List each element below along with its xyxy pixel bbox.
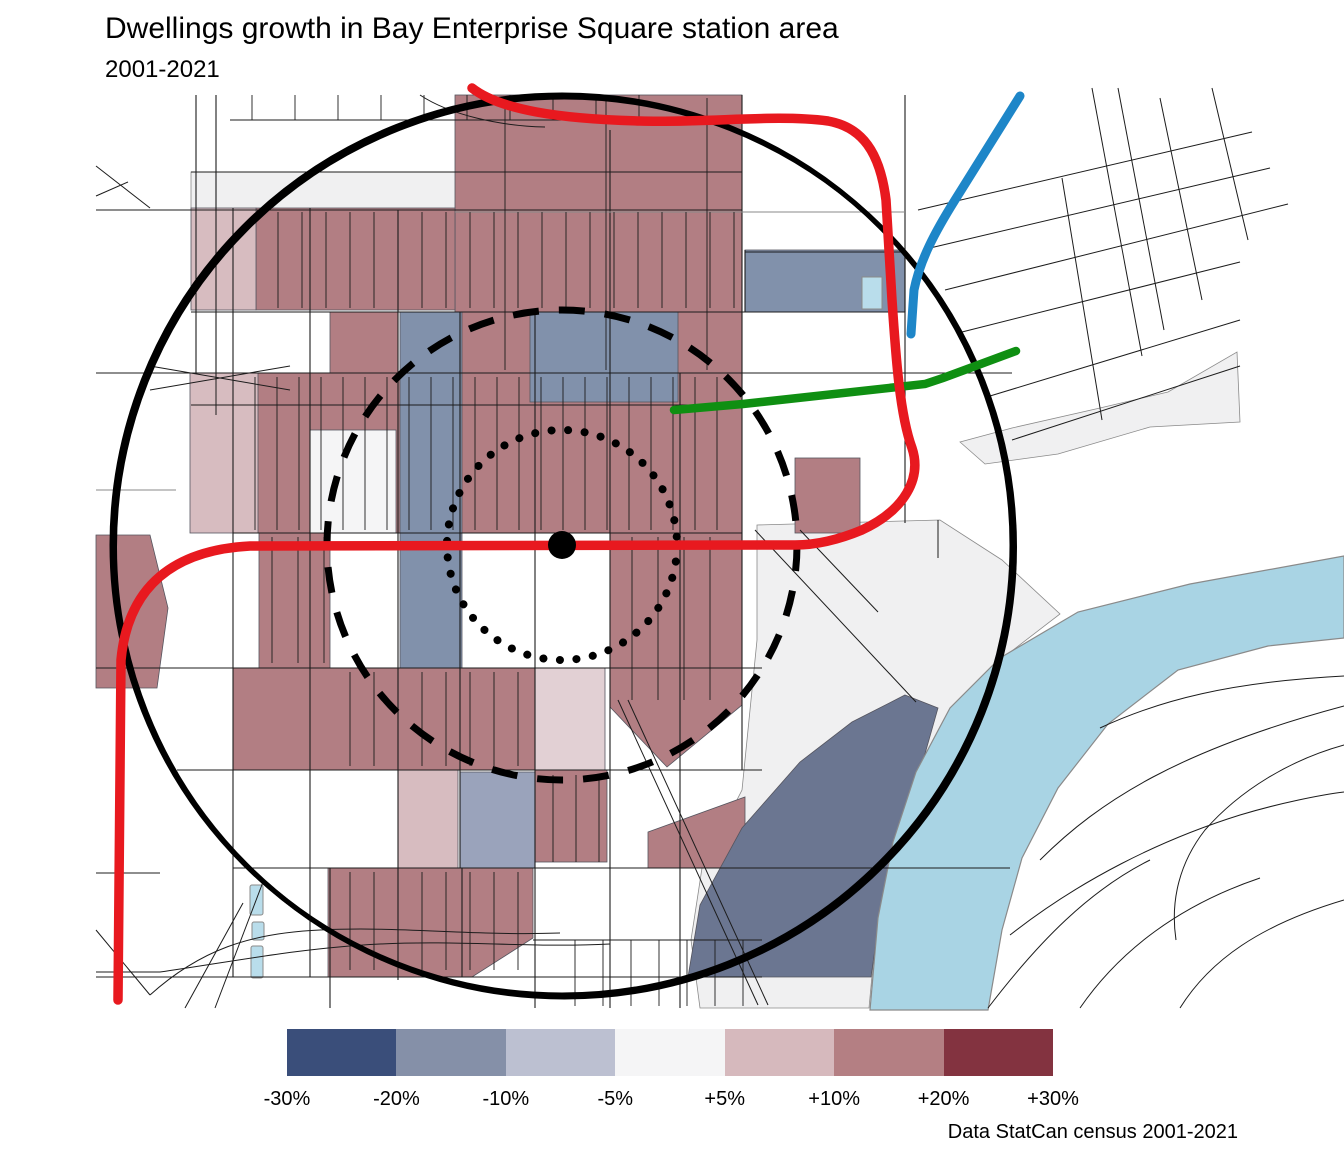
street-line — [961, 261, 1241, 333]
legend-color-swatch — [724, 1029, 835, 1076]
street-line — [214, 881, 264, 1009]
street-curve — [987, 859, 1151, 1009]
street-curve — [1173, 744, 1344, 941]
street-line — [149, 365, 291, 391]
growth-color-legend: -30% -20% -10% -5% +5% +10% +20% +30% — [264, 1029, 1079, 1119]
street-curve — [96, 942, 611, 973]
legend-tick-label: +30% — [1027, 1088, 1079, 1110]
legend-color-swatch — [287, 1029, 397, 1076]
creek-segment — [250, 945, 264, 979]
census-block — [794, 457, 861, 534]
page-subtitle: 2001-2021 — [105, 56, 220, 83]
data-attribution: Data StatCan census 2001-2021 — [947, 1121, 1238, 1143]
legend-tick-label: +20% — [917, 1088, 970, 1110]
census-block — [329, 311, 399, 374]
street-line — [989, 319, 1241, 397]
page-title: Dwellings growth in Bay Enterprise Squar… — [105, 12, 839, 45]
legend-tick-label: -20% — [373, 1088, 420, 1110]
street-line — [1061, 177, 1103, 421]
street-curve — [1009, 791, 1344, 936]
legend-swatch-bar — [287, 1029, 1053, 1076]
legend-color-swatch — [615, 1029, 725, 1076]
census-block — [232, 667, 536, 771]
street-line — [929, 167, 1271, 249]
legend-color-swatch — [943, 1029, 1053, 1076]
street-line — [95, 181, 129, 197]
green-transit-line — [669, 346, 1021, 415]
legend-tick-label: +10% — [808, 1088, 860, 1110]
street-line — [1211, 87, 1249, 241]
street-line — [1159, 97, 1203, 301]
street-line — [1117, 87, 1165, 331]
legend-tick-label: -10% — [482, 1088, 530, 1110]
street-line — [917, 131, 1253, 211]
street-line — [944, 203, 1289, 291]
street-curve — [1039, 705, 1344, 861]
river-polygon — [869, 555, 1344, 1011]
census-block — [255, 207, 456, 311]
legend-color-swatch — [396, 1029, 506, 1076]
outer-buffer-ring-rough-edge — [112, 94, 1017, 1000]
street-line — [1011, 365, 1241, 441]
census-block — [309, 429, 397, 534]
street-curve — [149, 928, 561, 996]
census-block — [534, 667, 606, 771]
pond-polygon — [861, 276, 883, 310]
legend-color-swatch — [834, 1029, 944, 1076]
legend-color-swatch — [505, 1029, 616, 1076]
street-line — [1091, 87, 1143, 357]
census-block — [534, 769, 608, 863]
blue-transit-line — [906, 91, 1025, 339]
census-block — [459, 771, 536, 869]
street-line — [184, 902, 244, 1009]
street-curve — [419, 94, 546, 128]
legend-tick-label: -30% — [263, 1088, 311, 1110]
census-block — [189, 372, 259, 534]
street-line — [754, 529, 917, 703]
census-block — [397, 769, 459, 869]
legend-tick-label: +5% — [704, 1088, 745, 1110]
station-point — [548, 531, 576, 559]
street-curve — [1099, 675, 1344, 729]
legend-tick-label: -5% — [597, 1088, 634, 1110]
street-line — [95, 165, 151, 209]
red-transit-line — [113, 83, 920, 1005]
street-line — [617, 699, 759, 1006]
street-curve — [1079, 877, 1261, 1009]
census-block — [529, 311, 679, 403]
street-curve — [1179, 899, 1344, 1009]
census-block — [258, 532, 331, 671]
creek-segment — [251, 921, 265, 941]
